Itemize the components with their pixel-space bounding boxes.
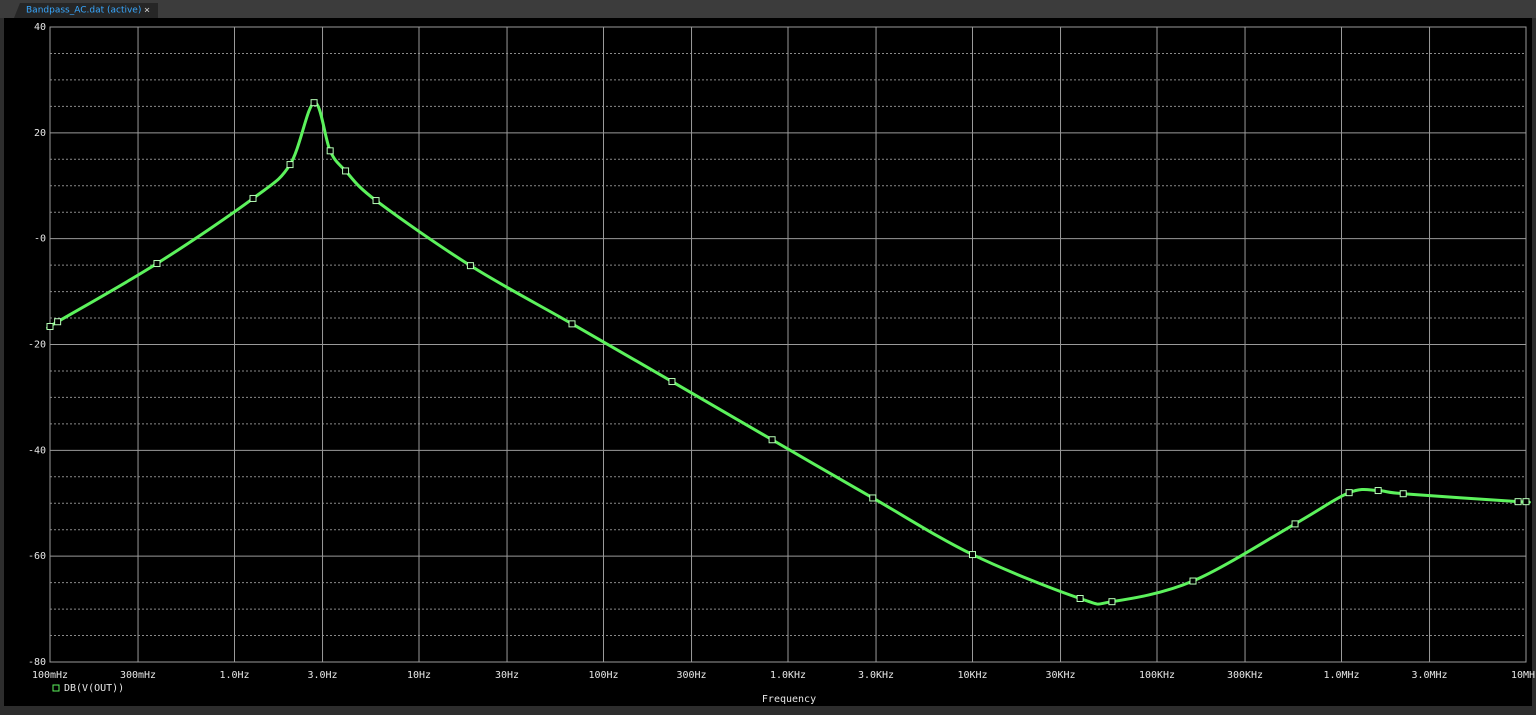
- y-tick-label: -0: [34, 234, 46, 245]
- trace-marker: [1345, 489, 1353, 497]
- x-tick-label: 100mHz: [32, 670, 68, 681]
- legend-marker: [52, 684, 60, 692]
- x-axis-label: Frequency: [762, 694, 816, 705]
- tab-title[interactable]: Bandpass_AC.dat (active): [26, 6, 141, 16]
- y-tick-label: 20: [34, 128, 46, 139]
- tab-close[interactable]: ×: [144, 5, 150, 16]
- trace-marker: [1522, 498, 1530, 506]
- trace-marker: [286, 161, 294, 169]
- y-tick-label: -60: [28, 551, 46, 562]
- trace-marker: [668, 378, 676, 386]
- x-tick-label: 3.0KHz: [858, 670, 894, 681]
- legend-label: DB(V(OUT)): [64, 683, 124, 694]
- trace-marker: [342, 167, 350, 175]
- x-tick-label: 1.0MHz: [1323, 670, 1359, 681]
- plot-frame: [49, 26, 1527, 663]
- x-tick-label: 100Hz: [588, 670, 618, 681]
- trace-marker: [249, 194, 257, 202]
- x-tick-label: 30KHz: [1045, 670, 1075, 681]
- trace-marker: [1189, 577, 1197, 585]
- trace-marker: [1399, 490, 1407, 498]
- tab-bar: [0, 0, 1536, 18]
- x-tick-label: 30Hz: [495, 670, 519, 681]
- trace-marker: [768, 436, 776, 444]
- trace-marker: [1076, 595, 1084, 602]
- trace-marker: [466, 262, 474, 270]
- trace-marker: [969, 551, 976, 559]
- trace-marker: [46, 323, 54, 331]
- tab[interactable]: [14, 3, 158, 18]
- trace-marker: [1374, 487, 1382, 495]
- trace-marker: [153, 260, 161, 268]
- trace-marker: [310, 99, 318, 107]
- trace-marker: [1108, 598, 1116, 606]
- y-tick-label: -40: [28, 445, 46, 456]
- x-tick-label: 3.0MHz: [1411, 670, 1447, 681]
- x-tick-label: 1.0KHz: [770, 670, 806, 681]
- y-tick-label: -20: [28, 340, 46, 351]
- trace-marker: [869, 494, 877, 502]
- y-tick-label: -80: [28, 657, 46, 668]
- x-tick-label: 1.0Hz: [219, 670, 249, 681]
- trace-marker: [1291, 520, 1299, 528]
- x-tick-label: 3.0Hz: [307, 670, 337, 681]
- x-tick-label: 300mHz: [120, 670, 156, 681]
- x-tick-label: 300Hz: [676, 670, 706, 681]
- trace-marker: [54, 318, 62, 326]
- x-tick-label: 10Hz: [407, 670, 431, 681]
- trace-marker: [568, 320, 576, 328]
- x-tick-label: 300KHz: [1227, 670, 1263, 681]
- x-tick-label: 10MHz: [1511, 670, 1536, 681]
- y-tick-label: 40: [34, 22, 46, 33]
- trace-marker: [326, 147, 334, 155]
- x-tick-label: 10KHz: [957, 670, 987, 681]
- trace-marker: [372, 197, 380, 205]
- x-tick-label: 100KHz: [1139, 670, 1175, 681]
- trace-marker: [1514, 498, 1522, 506]
- plot-background: [4, 18, 1532, 706]
